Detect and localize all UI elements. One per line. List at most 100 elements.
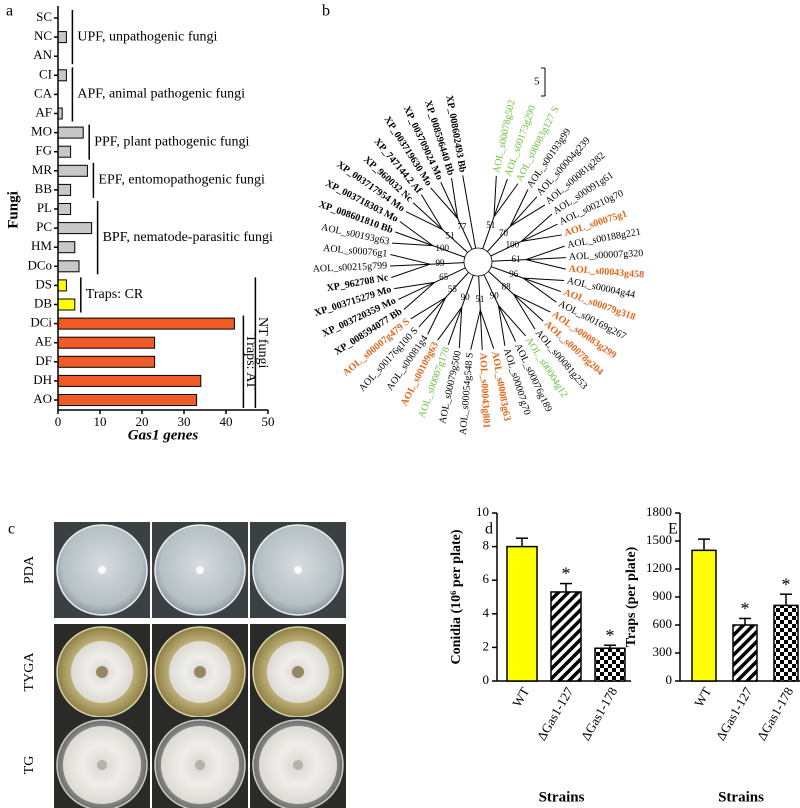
branch [447,306,463,345]
branch [434,267,466,283]
group-label: Traps: CR [86,287,144,302]
branch [498,305,506,346]
y-tick-label: 0 [666,672,673,687]
branch [523,277,562,293]
y-tick-label: 8 [483,538,490,553]
branch [525,245,565,261]
bar [57,260,80,273]
significance: * [782,574,791,594]
bar [550,591,582,682]
branch [399,221,434,247]
x-tick-label: 0 [55,414,62,429]
y-tick-label: DF [35,353,52,368]
x-tick-label: 20 [136,414,149,429]
bootstrap: 77 [457,222,467,232]
group-label: UPF, unpathogenic fungi [77,29,217,44]
y-tick-label: CA [34,85,53,100]
branch [430,187,459,219]
panels: a SC NC AN CI CA AF MO FG MR BB PL PC HM DCo DS DB DCi AE D… [5,3,800,808]
row-label: TYGA [22,652,37,692]
bar [57,222,93,235]
bootstrap: 90 [461,292,471,302]
y-tick-label: DCi [30,315,52,330]
x-tick-label: 30 [178,414,191,429]
branch [410,297,446,320]
bar [57,31,67,44]
y-tick-label: MR [32,162,53,177]
branch [513,293,536,330]
bar [594,647,626,682]
bootstrap: 100 [506,240,520,250]
y-tick-label: 300 [653,644,673,659]
branch [498,305,517,342]
branch [420,194,444,230]
panel-label: c [8,521,15,538]
group-label: EPF, entomopathogenic fungi [98,173,265,188]
x-tick-label: WT [509,684,532,709]
x-tick-label: ΔGas1-178 [578,684,620,743]
branch [398,281,435,300]
group-label: BPF, nematode-parasitic fungi [103,230,273,245]
colony-center [293,760,303,770]
colony-center [195,760,205,770]
bar [57,145,72,158]
bar [57,203,72,215]
row-label: TG [22,756,37,775]
bar [57,126,84,139]
y-tick-label: AO [33,391,52,406]
y-tick-label: HM [31,238,52,253]
x-tick-label: 10 [94,414,107,429]
colony-center [97,760,107,770]
branch [493,178,508,217]
root [463,247,493,277]
branch [432,245,466,258]
leaf-label: AOL_s00043g801 [477,353,492,429]
bar [57,355,156,368]
branch [525,257,566,261]
group-label: NT fungi [255,317,270,369]
colony-center [96,666,108,678]
branch [391,263,431,278]
bootstrap: 51 [486,220,495,230]
bootstrap: 61 [511,254,520,264]
branch [525,259,566,270]
branch [457,218,473,250]
y-tick-label: AE [35,334,52,349]
x-tick-label: WT [691,684,714,709]
x-tick-label: ΔGas1-178 [754,684,796,743]
branch [513,293,551,313]
branch [462,175,471,215]
branch [513,293,544,322]
row-label: PDA [22,555,37,584]
branch [479,309,483,350]
branch [430,262,465,265]
y-tick-label: BB [35,181,53,196]
inoculum [196,566,204,574]
branch [437,306,463,341]
y-tick-label: MO [31,124,52,139]
bar [57,183,72,196]
y-tick-label: 6 [483,571,490,586]
branch [451,178,459,219]
branch [392,242,433,247]
branch [483,274,499,306]
branch [418,297,447,328]
branch [509,189,529,227]
panel-label: b [322,3,330,20]
branch [403,282,435,310]
branch [521,223,558,242]
bootstrap: 65 [439,272,449,282]
group-label: PPF, plant pathogenic fungi [94,134,249,149]
y-tick-label: 2 [483,638,490,653]
significance: * [606,625,615,645]
branch [491,259,526,262]
branch [470,309,481,350]
y-tick-label: FG [35,143,52,158]
bootstrap: 51 [445,230,454,240]
branch [390,254,431,265]
bar [57,298,76,311]
leaf-label: AOL_s00007g320 [569,248,644,263]
x-axis-label: Gas1 genes [128,427,199,443]
branch [390,263,431,267]
branch [498,305,527,337]
